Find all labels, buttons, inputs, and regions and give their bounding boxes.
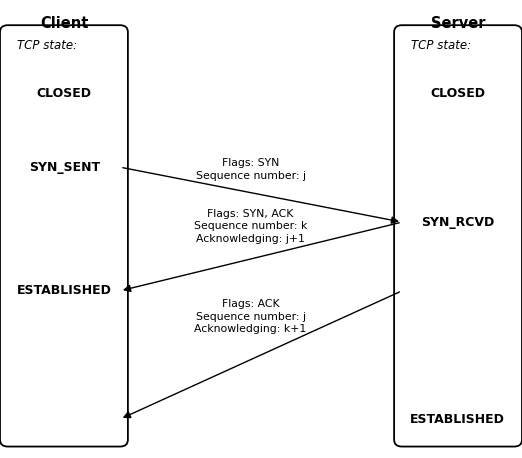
Text: CLOSED: CLOSED <box>430 87 485 100</box>
Text: Flags: SYN
Sequence number: j: Flags: SYN Sequence number: j <box>196 158 305 181</box>
Text: Flags: ACK
Sequence number: j
Acknowledging: k+1: Flags: ACK Sequence number: j Acknowledg… <box>194 299 307 334</box>
Text: Server: Server <box>431 16 485 31</box>
Text: SYN_SENT: SYN_SENT <box>29 161 100 174</box>
Text: ESTABLISHED: ESTABLISHED <box>17 284 112 297</box>
Text: CLOSED: CLOSED <box>37 87 92 100</box>
FancyBboxPatch shape <box>0 25 128 447</box>
Text: ESTABLISHED: ESTABLISHED <box>410 413 505 425</box>
Text: SYN_RCVD: SYN_RCVD <box>421 216 494 229</box>
Text: Flags: SYN, ACK
Sequence number: k
Acknowledging: j+1: Flags: SYN, ACK Sequence number: k Ackno… <box>194 208 307 244</box>
Text: TCP state:: TCP state: <box>411 39 471 52</box>
FancyBboxPatch shape <box>394 25 522 447</box>
Text: TCP state:: TCP state: <box>17 39 77 52</box>
Text: Client: Client <box>40 16 88 31</box>
